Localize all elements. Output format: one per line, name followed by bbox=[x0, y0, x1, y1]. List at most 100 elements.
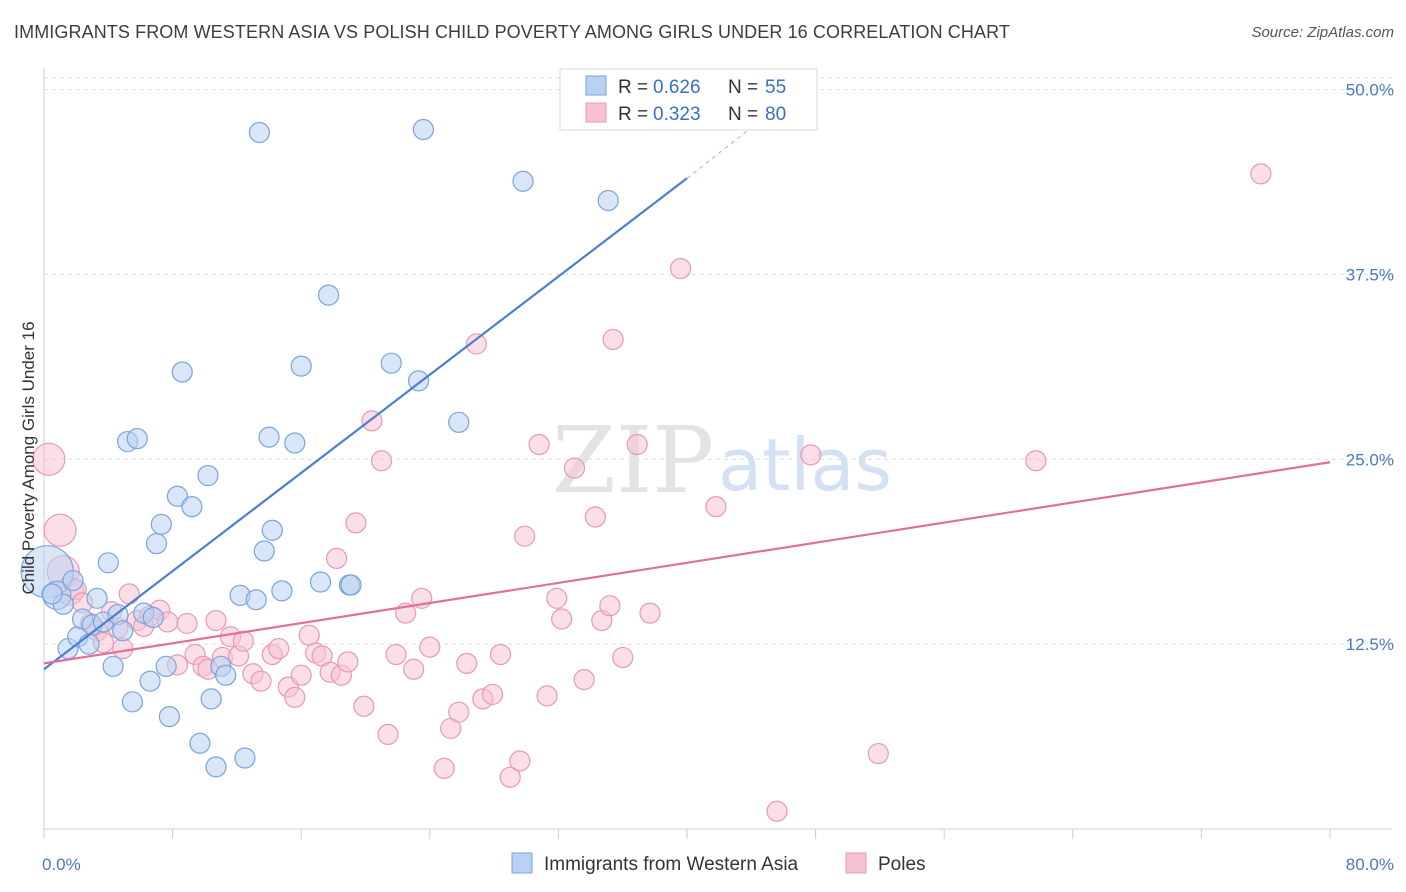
poles-point-64 bbox=[536, 685, 558, 707]
poles-point-47 bbox=[385, 643, 407, 666]
watermark-atlas: atlas bbox=[718, 423, 892, 507]
poles-point-54 bbox=[448, 701, 470, 723]
poles-point-33 bbox=[284, 686, 306, 708]
western-asia-point-11 bbox=[97, 552, 119, 574]
grid-lines bbox=[44, 77, 1392, 645]
western-asia-point-21 bbox=[150, 513, 172, 535]
poles-point-62 bbox=[514, 525, 536, 547]
western-asia-point-23 bbox=[158, 706, 180, 728]
poles-point-76 bbox=[602, 328, 624, 351]
poles-point-11 bbox=[112, 637, 134, 660]
legend-swatch-blue bbox=[585, 75, 607, 96]
poles-point-66 bbox=[551, 608, 573, 630]
y-tick-label-3: 50.0% bbox=[1346, 81, 1394, 100]
poles-point-59 bbox=[489, 643, 512, 666]
poles-point-45 bbox=[370, 450, 393, 472]
poles-point-56 bbox=[465, 333, 488, 355]
bottom-legend-label-blue: Immigrants from Western Asia bbox=[544, 854, 799, 875]
poles-point-82 bbox=[1250, 163, 1272, 185]
poles-point-58 bbox=[481, 683, 504, 706]
y-tick-label-2: 37.5% bbox=[1346, 265, 1394, 284]
poles-point-23 bbox=[205, 609, 227, 632]
western-asia-point-30 bbox=[205, 756, 227, 778]
western-asia-point-4 bbox=[62, 569, 84, 592]
legend-n-label-2: N = bbox=[728, 104, 758, 125]
western-asia-point-46 bbox=[340, 574, 362, 596]
bottom-legend-swatch-blue bbox=[511, 852, 533, 874]
western-asia-point-47 bbox=[380, 352, 402, 374]
western-asia-point-41 bbox=[284, 432, 306, 454]
poles-point-79 bbox=[800, 444, 822, 466]
western-asia-point-22 bbox=[155, 655, 177, 677]
chart-title: IMMIGRANTS FROM WESTERN ASIA VS POLISH C… bbox=[14, 22, 1010, 42]
legend-r-value-1: 0.626 bbox=[653, 77, 701, 98]
legend-box: R = 0.626 N = 55 R = 0.323 N = 80 bbox=[559, 68, 818, 131]
western-asia-point-49 bbox=[412, 118, 434, 141]
western-asia-point-38 bbox=[258, 426, 280, 448]
poles-point-73 bbox=[626, 433, 648, 456]
series-poles-points bbox=[32, 163, 1272, 822]
western-asia-point-20 bbox=[145, 532, 168, 555]
western-asia-point-32 bbox=[215, 664, 237, 686]
western-asia-point-54 bbox=[142, 606, 164, 629]
western-asia-point-19 bbox=[139, 670, 161, 692]
poles-point-42 bbox=[345, 512, 367, 534]
poles-point-61 bbox=[509, 750, 531, 772]
western-asia-point-44 bbox=[317, 284, 340, 306]
trend-line-poles bbox=[43, 461, 1331, 665]
western-asia-point-43 bbox=[309, 571, 332, 593]
poles-point-49 bbox=[403, 658, 425, 680]
y-tick-labels: 12.5% 25.0% 37.5% 50.0% bbox=[1346, 81, 1394, 655]
poles-point-55 bbox=[456, 652, 478, 674]
western-asia-point-28 bbox=[197, 464, 219, 487]
western-asia-point-35 bbox=[245, 589, 267, 611]
poles-point-19 bbox=[176, 612, 198, 635]
poles-point-75 bbox=[669, 257, 692, 280]
y-axis-label: Child Poverty Among Girls Under 16 bbox=[19, 321, 38, 594]
poles-point-35 bbox=[298, 624, 320, 646]
poles-point-72 bbox=[612, 646, 634, 669]
legend-n-value-2: 80 bbox=[765, 104, 786, 125]
poles-point-69 bbox=[584, 506, 606, 528]
bottom-legend-label-pink: Poles bbox=[878, 854, 926, 875]
poles-point-0 bbox=[32, 442, 66, 476]
poles-point-63 bbox=[528, 433, 550, 456]
western-asia-point-12 bbox=[102, 655, 124, 677]
western-asia-point-25 bbox=[171, 361, 193, 383]
trend-lines bbox=[43, 89, 1331, 671]
poles-point-78 bbox=[766, 800, 788, 822]
western-asia-point-51 bbox=[512, 170, 534, 192]
poles-point-68 bbox=[573, 669, 595, 691]
poles-point-80 bbox=[867, 742, 889, 765]
y-tick-label-1: 25.0% bbox=[1346, 450, 1394, 469]
poles-point-71 bbox=[599, 595, 621, 617]
poles-point-81 bbox=[1025, 450, 1047, 472]
poles-point-77 bbox=[705, 496, 727, 518]
x-tick-label-1: 80.0% bbox=[1346, 855, 1394, 874]
poles-point-41 bbox=[337, 651, 359, 673]
legend-swatch-pink bbox=[585, 102, 607, 123]
western-asia-point-34 bbox=[234, 747, 256, 769]
western-asia-point-16 bbox=[121, 691, 144, 713]
poles-point-74 bbox=[639, 602, 661, 624]
trend-line-western-asia bbox=[43, 177, 688, 671]
poles-point-51 bbox=[419, 636, 441, 658]
legend-r-label-2: R = bbox=[618, 104, 648, 125]
western-asia-point-39 bbox=[261, 519, 283, 541]
legend-n-label-1: N = bbox=[728, 77, 758, 98]
y-tick-label-0: 12.5% bbox=[1346, 635, 1394, 654]
western-asia-point-7 bbox=[78, 633, 100, 655]
x-tick-labels: 0.0% 80.0% bbox=[42, 855, 1394, 874]
poles-point-43 bbox=[353, 695, 375, 717]
western-asia-point-26 bbox=[181, 496, 203, 518]
poles-point-34 bbox=[290, 664, 312, 686]
western-asia-point-9 bbox=[86, 587, 108, 609]
poles-point-39 bbox=[325, 547, 348, 569]
legend-r-label-1: R = bbox=[618, 77, 648, 98]
poles-point-60 bbox=[499, 766, 521, 788]
western-asia-point-17 bbox=[126, 427, 148, 450]
poles-point-29 bbox=[250, 670, 272, 692]
series-western-asia-points bbox=[20, 118, 619, 778]
western-asia-point-50 bbox=[448, 411, 470, 433]
